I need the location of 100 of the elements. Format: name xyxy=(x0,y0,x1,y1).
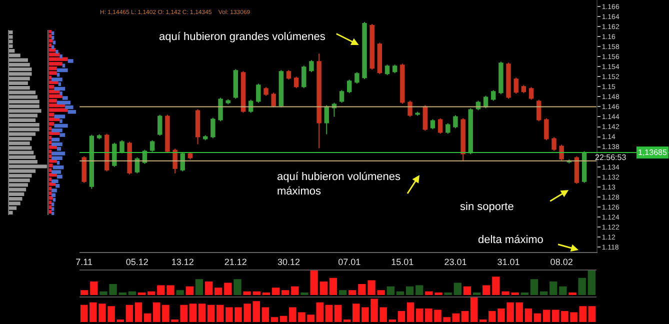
ref-line-label: 1,13685 xyxy=(638,148,668,157)
candlestick xyxy=(271,92,276,108)
bar xyxy=(224,282,232,295)
x-tick-label: 13.12 xyxy=(171,256,194,267)
candlestick xyxy=(240,70,246,114)
candlestick xyxy=(408,100,412,118)
candlestick xyxy=(256,83,261,104)
x-tick-label: 30.12 xyxy=(277,256,300,267)
bar xyxy=(262,307,270,322)
bar xyxy=(252,291,260,295)
candlestick xyxy=(506,62,511,100)
bar xyxy=(54,124,68,128)
bar xyxy=(56,50,58,54)
candlestick xyxy=(430,118,436,130)
annotation: 22:56:53 xyxy=(595,153,627,162)
candlestick xyxy=(559,144,564,161)
candlestick xyxy=(528,86,534,100)
candlestick xyxy=(158,114,162,136)
bar xyxy=(291,286,299,295)
bar xyxy=(396,291,404,295)
bar xyxy=(176,290,184,295)
candlestick xyxy=(96,134,102,140)
bar xyxy=(207,304,215,322)
candlestick xyxy=(104,133,110,172)
candlestick xyxy=(233,68,238,100)
bar xyxy=(348,290,356,295)
bar xyxy=(195,279,204,295)
bar xyxy=(482,285,490,295)
bar xyxy=(204,282,213,295)
candlestick xyxy=(400,63,405,104)
x-tick-label: 08.02 xyxy=(550,256,573,267)
x-tick-label: 31.01 xyxy=(497,256,520,267)
bar xyxy=(578,278,586,295)
candlestick xyxy=(446,122,450,134)
bar xyxy=(126,304,134,322)
candlestick xyxy=(127,141,132,175)
candlestick xyxy=(370,24,374,70)
bar xyxy=(588,306,596,322)
bar xyxy=(398,310,406,322)
bar xyxy=(51,179,58,184)
bar xyxy=(51,142,62,146)
bar xyxy=(310,270,318,295)
bar xyxy=(559,286,567,295)
candlestick xyxy=(120,140,124,154)
candlestick xyxy=(203,134,208,141)
bar xyxy=(406,302,414,322)
candlestick xyxy=(218,97,223,122)
candlestick xyxy=(82,156,86,184)
candlestick xyxy=(460,118,466,162)
bar xyxy=(320,282,328,295)
bar xyxy=(90,282,98,295)
bar xyxy=(463,286,472,295)
candlestick xyxy=(498,61,504,95)
candlestick xyxy=(552,136,556,152)
annotation: delta máximo xyxy=(478,234,544,246)
bar xyxy=(334,304,342,322)
bar xyxy=(550,282,558,295)
bar xyxy=(524,308,532,322)
candlestick xyxy=(324,104,329,135)
candlestick xyxy=(89,134,94,190)
bar xyxy=(358,284,366,295)
bar xyxy=(128,291,136,295)
candlestick xyxy=(226,98,230,105)
bar xyxy=(406,286,414,295)
candlestick xyxy=(195,108,200,145)
bar xyxy=(56,68,68,72)
candlestick xyxy=(188,152,193,160)
bar xyxy=(416,308,424,322)
candlestick xyxy=(521,84,526,94)
candlestick xyxy=(468,108,473,155)
bar xyxy=(148,291,156,295)
candlestick xyxy=(491,90,496,102)
x-tick-label: 7.11 xyxy=(76,256,93,267)
candlestick xyxy=(514,77,518,94)
bar xyxy=(338,290,347,295)
candlestick xyxy=(574,156,580,184)
x-tick-label: 05.12 xyxy=(126,256,148,267)
candlestick xyxy=(302,65,306,89)
candlestick xyxy=(339,90,344,104)
candlestick xyxy=(392,64,398,74)
candlestick xyxy=(278,70,284,108)
candlestick xyxy=(362,22,367,80)
candlestick xyxy=(112,142,117,168)
annotation: aquí hubieron volúmenes máximos xyxy=(277,171,402,198)
x-tick-label: 21.12 xyxy=(224,256,247,267)
bar xyxy=(189,304,197,322)
bar xyxy=(272,288,280,295)
x-tick-label: 07.01 xyxy=(338,256,361,267)
bar xyxy=(534,313,542,322)
x-tick-label: 23.01 xyxy=(444,256,467,267)
bar xyxy=(540,291,548,295)
bar xyxy=(542,310,550,322)
bar xyxy=(60,54,62,58)
candlestick xyxy=(377,42,382,75)
candlestick xyxy=(384,64,390,76)
candlestick xyxy=(354,72,360,84)
candlestick xyxy=(422,104,428,132)
bar xyxy=(216,304,224,322)
bar xyxy=(282,290,290,295)
candlestick xyxy=(536,99,542,122)
